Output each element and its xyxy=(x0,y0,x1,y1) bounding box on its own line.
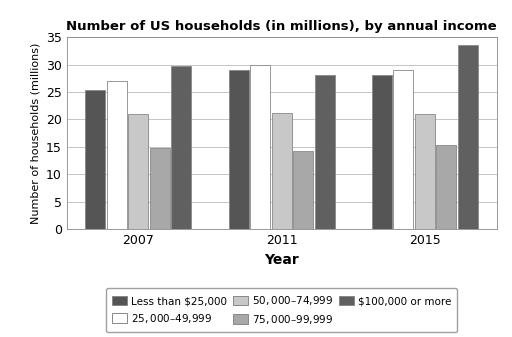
Y-axis label: Number of households (millions): Number of households (millions) xyxy=(30,42,40,224)
Bar xyxy=(171,66,191,229)
X-axis label: Year: Year xyxy=(264,252,299,267)
Bar xyxy=(106,81,127,229)
Bar xyxy=(372,75,392,229)
Legend: Less than $25,000, $25,000–$49,999, $50,000–$74,999, $75,000–$99,999, $100,000 o: Less than $25,000, $25,000–$49,999, $50,… xyxy=(106,288,457,332)
Bar xyxy=(314,75,335,229)
Bar xyxy=(250,64,270,229)
Title: Number of US households (in millions), by annual income: Number of US households (in millions), b… xyxy=(66,20,497,33)
Bar xyxy=(436,145,457,229)
Bar xyxy=(271,113,292,229)
Bar xyxy=(228,70,249,229)
Bar xyxy=(293,151,313,229)
Bar xyxy=(415,114,435,229)
Bar xyxy=(128,114,148,229)
Bar xyxy=(150,149,170,229)
Bar xyxy=(458,45,478,229)
Bar xyxy=(85,90,105,229)
Bar xyxy=(393,70,414,229)
